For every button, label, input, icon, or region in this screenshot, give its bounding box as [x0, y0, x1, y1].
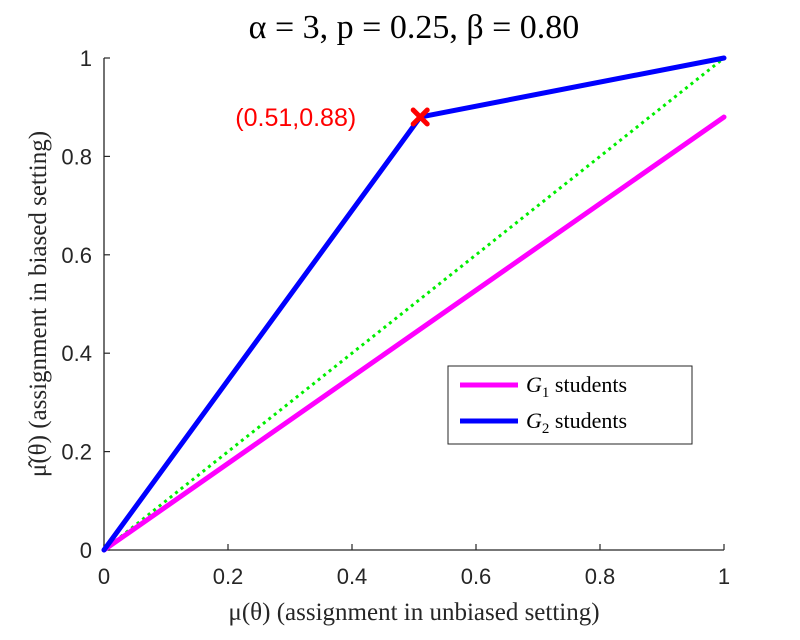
series-line-g1-students	[101, 114, 727, 553]
reference-diagonal-line	[103, 56, 725, 552]
annotation-layer: (0.51,0.88)	[235, 104, 430, 132]
chart-title: α = 3, p = 0.25, β = 0.80	[249, 9, 580, 46]
x-tick-label: 0.6	[461, 564, 492, 589]
y-tick-label: 0	[80, 538, 92, 563]
legend-label: G2 students	[526, 408, 627, 437]
y-axis-label: μ̂(θ) (assignment in biased setting)	[25, 131, 52, 477]
x-axis-label: μ(θ) (assignment in unbiased setting)	[228, 599, 599, 626]
x-tick-label: 0.8	[585, 564, 616, 589]
ticks: 0 0.2 0.4 0.6 0.8 1 0 0.2 0.4 0.6 0.8 1	[61, 46, 730, 589]
x-tick-label: 0.2	[213, 564, 244, 589]
y-tick-label: 0.6	[61, 243, 92, 268]
x-tick-label: 1	[718, 564, 730, 589]
legend: G1 students G2 students	[447, 365, 693, 445]
axes	[103, 58, 724, 551]
y-tick-label: 0.4	[61, 341, 92, 366]
y-tick-label: 0.2	[61, 440, 92, 465]
y-tick-label: 0.8	[61, 144, 92, 169]
y-tick-label: 1	[80, 46, 92, 71]
x-tick-label: 0.4	[337, 564, 368, 589]
annotation-x-marker	[410, 107, 430, 127]
legend-box	[447, 365, 693, 445]
series-layer	[101, 55, 727, 553]
x-tick-label: 0	[98, 564, 110, 589]
annotation-label: (0.51,0.88)	[235, 104, 356, 132]
legend-label: G1 students	[526, 372, 627, 401]
